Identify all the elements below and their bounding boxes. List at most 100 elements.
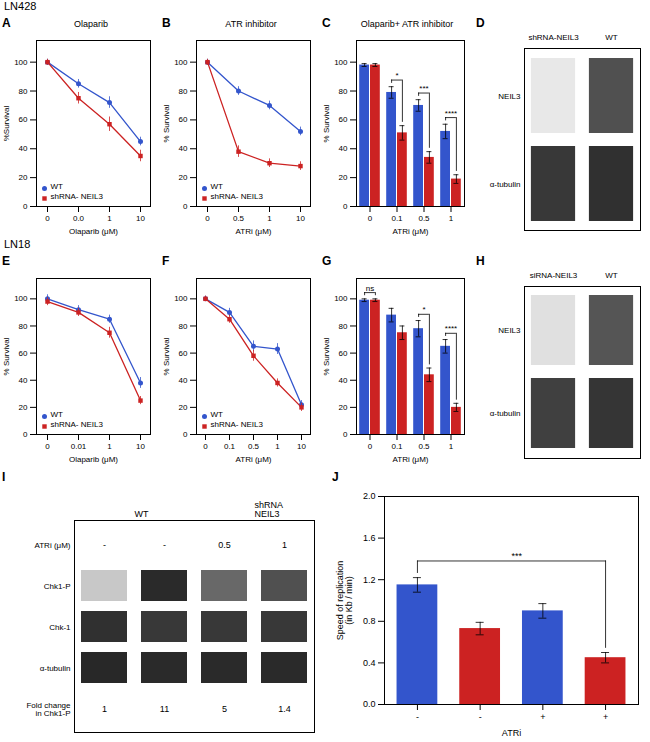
svg-text:NEIL3: NEIL3 [498, 92, 521, 101]
svg-text:40: 40 [339, 376, 348, 385]
svg-text:1: 1 [449, 214, 454, 223]
svg-text:0.1: 0.1 [391, 442, 403, 451]
svg-text:% Survival: % Survival [322, 104, 331, 142]
svg-text:Fold changein Chk1-P: Fold changein Chk1-P [26, 701, 71, 718]
svg-text:WT: WT [605, 271, 618, 280]
svg-text:60: 60 [339, 115, 348, 124]
svg-text:α-tubulin: α-tubulin [40, 664, 71, 673]
svg-text:80: 80 [179, 322, 188, 331]
svg-text:0.5: 0.5 [233, 214, 245, 223]
svg-text:40: 40 [339, 144, 348, 153]
svg-text:80: 80 [179, 87, 188, 96]
svg-text:1.4: 1.4 [278, 704, 291, 714]
svg-text:NEIL3: NEIL3 [498, 326, 521, 335]
svg-text:5: 5 [222, 704, 227, 714]
svg-text:% Survival: % Survival [322, 337, 331, 375]
svg-text:100: 100 [14, 294, 28, 303]
svg-text:1: 1 [282, 540, 287, 550]
svg-text:20: 20 [19, 173, 28, 182]
svg-text:20: 20 [339, 173, 348, 182]
svg-text:1: 1 [449, 442, 454, 451]
svg-text:0: 0 [205, 214, 210, 223]
svg-text:60: 60 [19, 349, 28, 358]
svg-text:0.5: 0.5 [418, 442, 430, 451]
svg-text:Chk1-P: Chk1-P [44, 582, 71, 591]
svg-text:% Survival: % Survival [2, 337, 11, 375]
svg-text:0: 0 [45, 214, 50, 223]
svg-text:80: 80 [339, 322, 348, 331]
svg-text:ATRi (μM): ATRi (μM) [392, 455, 428, 464]
svg-text:1.2: 1.2 [363, 575, 376, 585]
svg-text:shRNA-NEIL3: shRNA-NEIL3 [528, 33, 579, 42]
svg-text:WT: WT [211, 182, 224, 191]
svg-text:0: 0 [23, 430, 28, 439]
svg-text:0.5: 0.5 [218, 540, 231, 550]
svg-text:10: 10 [136, 442, 145, 451]
svg-text:0.4: 0.4 [363, 658, 376, 668]
svg-text:Olaparib (μM): Olaparib (μM) [69, 227, 118, 236]
svg-text:40: 40 [179, 144, 188, 153]
svg-text:Olaparib (μM): Olaparib (μM) [69, 455, 118, 464]
svg-text:0: 0 [183, 202, 188, 211]
svg-text:1: 1 [107, 214, 112, 223]
svg-text:20: 20 [339, 403, 348, 412]
svg-text:ATRi (μM): ATRi (μM) [34, 541, 70, 550]
svg-text:WT: WT [51, 182, 64, 191]
svg-text:0.5: 0.5 [248, 442, 260, 451]
svg-text:20: 20 [179, 403, 188, 412]
svg-text:siRNA-NEIL3: siRNA-NEIL3 [530, 271, 578, 280]
svg-text:-: - [163, 540, 166, 550]
svg-text:*: * [422, 305, 425, 314]
svg-text:11: 11 [160, 704, 169, 714]
svg-text:2.0: 2.0 [363, 491, 376, 501]
svg-text:shRNA- NEIL3: shRNA- NEIL3 [51, 420, 104, 429]
svg-text:shRNA- NEIL3: shRNA- NEIL3 [211, 192, 264, 201]
svg-text:shRNANEIL3: shRNANEIL3 [255, 500, 284, 519]
svg-text:Chk-1: Chk-1 [49, 623, 71, 632]
svg-text:ns: ns [366, 284, 374, 293]
svg-text:α-tubulin: α-tubulin [490, 409, 521, 418]
svg-text:WT: WT [135, 509, 149, 519]
svg-text:0: 0 [23, 202, 28, 211]
svg-text:80: 80 [19, 322, 28, 331]
svg-text:40: 40 [179, 376, 188, 385]
svg-text:1.6: 1.6 [363, 533, 376, 543]
svg-text:40: 40 [19, 144, 28, 153]
svg-text:1: 1 [275, 442, 280, 451]
svg-text:1: 1 [267, 214, 272, 223]
svg-text:0.01: 0.01 [71, 442, 87, 451]
svg-text:% Survival: % Survival [162, 337, 171, 375]
svg-text:60: 60 [179, 349, 188, 358]
svg-text:0.5: 0.5 [418, 214, 430, 223]
svg-text:20: 20 [19, 403, 28, 412]
svg-text:-: - [479, 712, 482, 722]
svg-text:60: 60 [179, 115, 188, 124]
svg-text:0: 0 [343, 202, 348, 211]
svg-text:WT: WT [211, 410, 224, 419]
svg-text:α-tubulin: α-tubulin [490, 180, 521, 189]
svg-text:shRNA- NEIL3: shRNA- NEIL3 [211, 420, 264, 429]
svg-text:0: 0 [183, 430, 188, 439]
svg-text:100: 100 [334, 294, 348, 303]
svg-text:1: 1 [107, 442, 112, 451]
svg-text:0.1: 0.1 [391, 214, 403, 223]
svg-text:***: *** [512, 551, 523, 561]
svg-text:****: **** [445, 109, 457, 118]
svg-text:0: 0 [368, 214, 373, 223]
svg-text:ATRi: ATRi [502, 728, 521, 738]
svg-text:0: 0 [45, 442, 50, 451]
svg-text:+: + [603, 712, 608, 722]
svg-text:100: 100 [174, 58, 188, 67]
svg-text:+: + [540, 712, 545, 722]
svg-text:1: 1 [102, 704, 107, 714]
svg-text:80: 80 [339, 87, 348, 96]
svg-text:40: 40 [19, 376, 28, 385]
svg-text:0.8: 0.8 [363, 616, 376, 626]
svg-text:100: 100 [334, 58, 348, 67]
svg-text:100: 100 [174, 294, 188, 303]
svg-text:0: 0 [343, 430, 348, 439]
svg-text:100: 100 [14, 58, 28, 67]
svg-text:20: 20 [179, 173, 188, 182]
svg-text:***: *** [419, 84, 428, 93]
svg-text:0: 0 [203, 442, 208, 451]
